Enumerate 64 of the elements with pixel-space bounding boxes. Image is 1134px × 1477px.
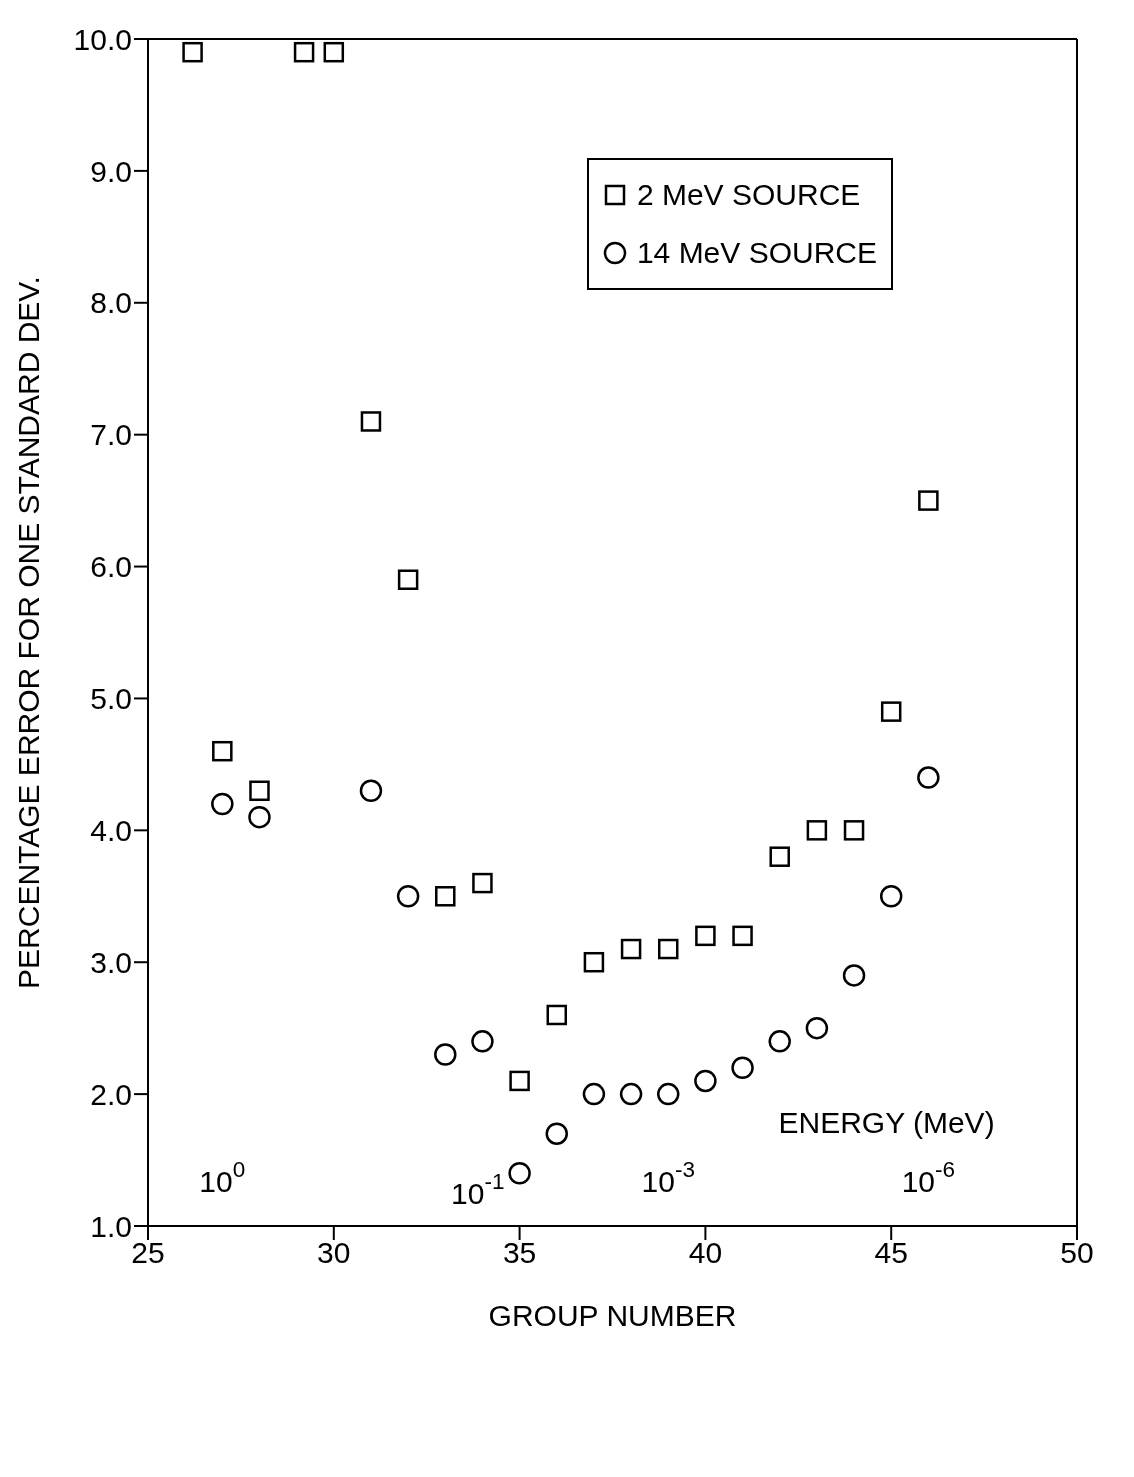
point: [360, 411, 382, 432]
point: [359, 779, 383, 803]
y-tick-label: 10.0: [73, 22, 132, 56]
annotation: 10$^{-3}$: [641, 1157, 695, 1199]
point: [211, 792, 234, 816]
point: [323, 41, 345, 63]
y-tick-label: 1.0: [90, 1209, 132, 1243]
annotation: ENERGY (MeV): [778, 1106, 995, 1140]
point: [249, 780, 270, 802]
point: [768, 1030, 791, 1053]
x-tick-label: 50: [1060, 1236, 1094, 1270]
point: [843, 820, 865, 841]
point: [212, 740, 233, 762]
point: [656, 1082, 680, 1106]
point: [582, 1082, 606, 1106]
x-tick-label: 40: [688, 1236, 723, 1270]
x-tick-label: 25: [131, 1236, 165, 1270]
point: [620, 938, 642, 960]
point: [396, 885, 420, 908]
y-tick-label: 8.0: [90, 286, 132, 320]
point: [657, 938, 679, 960]
y-tick-label: 6.0: [90, 550, 132, 584]
point: [508, 1161, 531, 1185]
x-tick-label: 45: [874, 1236, 908, 1270]
point: [731, 1056, 754, 1079]
point: [435, 886, 456, 907]
point: [732, 925, 753, 947]
point: [918, 490, 939, 511]
x-axis-title: GROUP NUMBER: [488, 1299, 737, 1332]
y-tick-label: 3.0: [90, 945, 132, 979]
y-tick-label: 9.0: [90, 154, 132, 188]
point: [293, 41, 315, 63]
point: [695, 925, 716, 947]
point: [397, 569, 419, 590]
point: [917, 766, 940, 789]
annotation: 10$^{0}$: [199, 1157, 246, 1199]
point: [182, 41, 203, 63]
point: [880, 701, 902, 722]
point: [546, 1004, 568, 1026]
y-tick-label: 2.0: [90, 1077, 132, 1111]
x-tick-label: 35: [502, 1236, 537, 1270]
point: [694, 1069, 717, 1093]
y-tick-label: 7.0: [90, 418, 132, 452]
x-tick-label: 30: [317, 1236, 351, 1270]
point: [471, 1030, 494, 1053]
point: [434, 1043, 457, 1066]
annotation: 10$^{-6}$: [901, 1157, 956, 1199]
point: [879, 885, 903, 908]
point: [248, 805, 271, 829]
point: [583, 951, 605, 973]
point: [472, 872, 493, 894]
point: [842, 964, 866, 987]
point: [769, 846, 790, 867]
legend-label: 14 MeV SOURCE: [636, 235, 877, 271]
y-axis-title: PERCENTAGE ERROR FOR ONE STANDARD DEV.: [11, 276, 45, 989]
y-tick-label: 5.0: [90, 682, 132, 716]
legend-label: 2 MeV SOURCE: [636, 177, 861, 213]
point: [619, 1082, 643, 1106]
point: [806, 820, 828, 841]
point: [545, 1122, 569, 1145]
point: [509, 1070, 530, 1092]
y-tick-label: 4.0: [90, 813, 132, 847]
annotation: 10$^{-1}$: [451, 1169, 505, 1211]
point: [805, 1016, 829, 1040]
